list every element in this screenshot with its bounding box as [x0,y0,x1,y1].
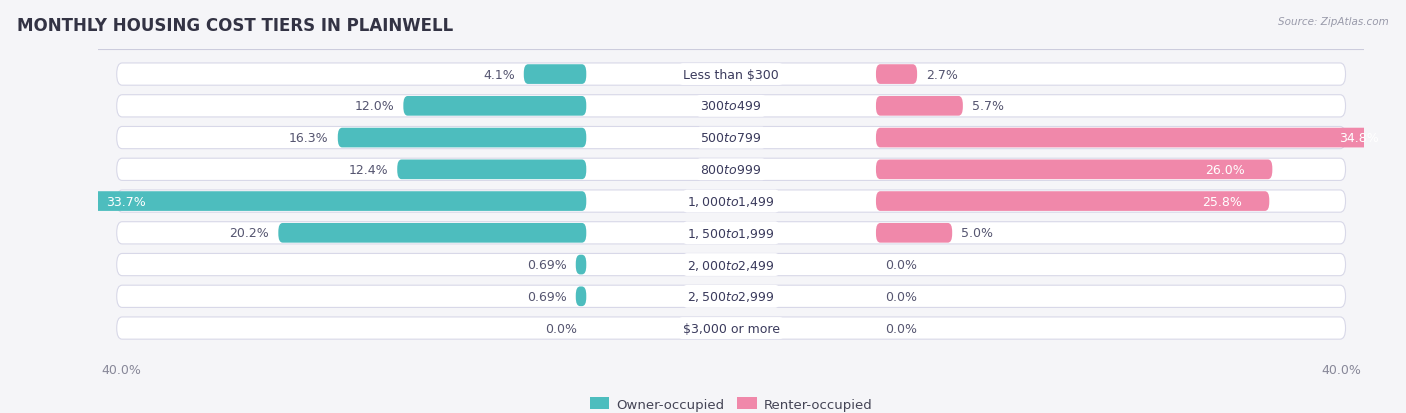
Text: $2,500 to $2,999: $2,500 to $2,999 [688,290,775,304]
FancyBboxPatch shape [117,127,1346,150]
Text: 0.69%: 0.69% [527,259,567,271]
FancyBboxPatch shape [117,317,1346,339]
Text: $800 to $999: $800 to $999 [700,164,762,176]
FancyBboxPatch shape [117,64,1346,86]
FancyBboxPatch shape [73,192,586,211]
FancyBboxPatch shape [117,254,1346,276]
FancyBboxPatch shape [876,97,963,116]
FancyBboxPatch shape [876,128,1406,148]
FancyBboxPatch shape [117,159,1346,181]
Text: Source: ZipAtlas.com: Source: ZipAtlas.com [1278,17,1389,26]
Text: $2,000 to $2,499: $2,000 to $2,499 [688,258,775,272]
FancyBboxPatch shape [876,192,1270,211]
FancyBboxPatch shape [404,97,586,116]
Text: 0.0%: 0.0% [886,259,917,271]
Text: MONTHLY HOUSING COST TIERS IN PLAINWELL: MONTHLY HOUSING COST TIERS IN PLAINWELL [17,17,453,34]
FancyBboxPatch shape [576,255,586,275]
Text: 34.8%: 34.8% [1340,132,1379,145]
Text: 20.2%: 20.2% [229,227,269,240]
Text: $3,000 or more: $3,000 or more [683,322,779,335]
Text: 26.0%: 26.0% [1205,164,1244,176]
FancyBboxPatch shape [876,223,952,243]
FancyBboxPatch shape [576,287,586,306]
FancyBboxPatch shape [876,65,917,85]
Text: 12.4%: 12.4% [349,164,388,176]
FancyBboxPatch shape [524,65,586,85]
FancyBboxPatch shape [117,222,1346,244]
Text: Less than $300: Less than $300 [683,69,779,81]
Text: 0.0%: 0.0% [886,290,917,303]
Text: 4.1%: 4.1% [482,69,515,81]
Text: 0.69%: 0.69% [527,290,567,303]
Text: 33.7%: 33.7% [105,195,146,208]
FancyBboxPatch shape [117,285,1346,308]
Text: $1,000 to $1,499: $1,000 to $1,499 [688,195,775,209]
Text: 5.7%: 5.7% [972,100,1004,113]
FancyBboxPatch shape [117,190,1346,213]
Text: $1,500 to $1,999: $1,500 to $1,999 [688,226,775,240]
FancyBboxPatch shape [117,95,1346,118]
Legend: Owner-occupied, Renter-occupied: Owner-occupied, Renter-occupied [585,392,877,413]
Text: 0.0%: 0.0% [886,322,917,335]
FancyBboxPatch shape [876,160,1272,180]
FancyBboxPatch shape [337,128,586,148]
Text: $500 to $799: $500 to $799 [700,132,762,145]
FancyBboxPatch shape [398,160,586,180]
Text: $300 to $499: $300 to $499 [700,100,762,113]
Text: 16.3%: 16.3% [290,132,329,145]
Text: 5.0%: 5.0% [962,227,993,240]
FancyBboxPatch shape [278,223,586,243]
Text: 12.0%: 12.0% [354,100,394,113]
Text: 2.7%: 2.7% [927,69,957,81]
Text: 0.0%: 0.0% [546,322,576,335]
Text: 25.8%: 25.8% [1202,195,1241,208]
